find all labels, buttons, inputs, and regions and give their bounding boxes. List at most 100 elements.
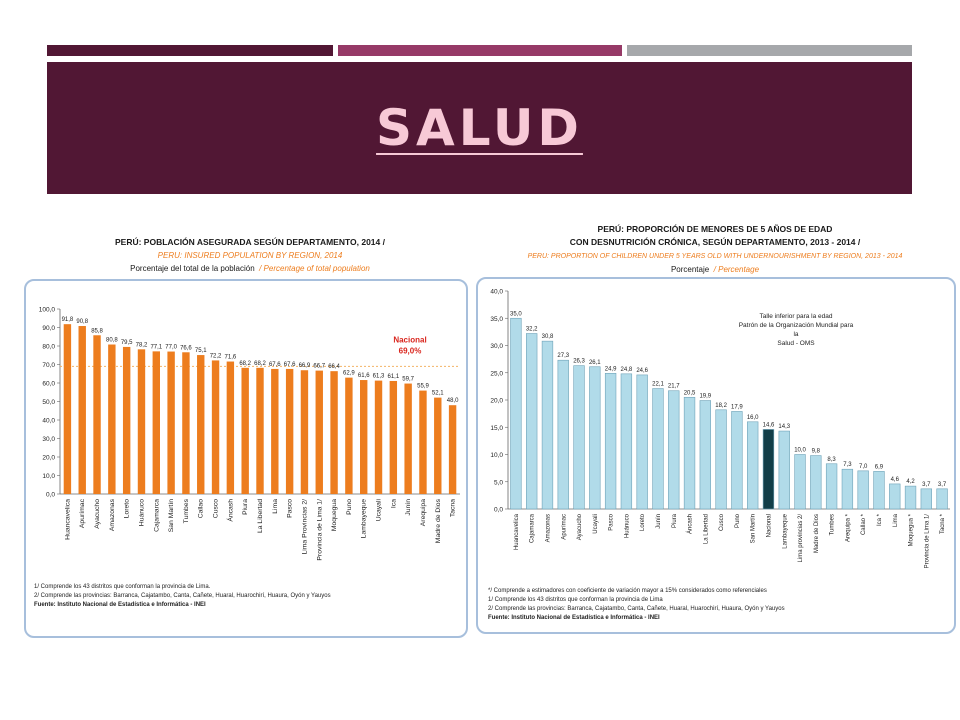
- left-chart-header: PERÚ: POBLACIÓN ASEGURADA SEGÚN DEPARTAM…: [60, 235, 440, 274]
- y-tick-label: 10,0: [490, 452, 503, 459]
- category-label-cajamarca: Cajamarca: [153, 499, 160, 532]
- data-label-callao: 75,1: [195, 348, 207, 354]
- y-tick-label: 5,0: [494, 479, 503, 486]
- category-label-la-libertad: La Libertad: [257, 499, 264, 533]
- data-label-puno: 17,9: [731, 404, 743, 410]
- category-label-arequipa: Arequipa *: [845, 513, 851, 542]
- data-label-pasco: 67,6: [284, 362, 296, 368]
- y-tick-label: 25,0: [490, 370, 503, 377]
- bar-cajamarca: [526, 333, 538, 510]
- data-label-nacional: 14,6: [763, 422, 775, 428]
- left-chart-title-en: PERU: INSURED POPULATION BY REGION, 2014: [157, 251, 343, 260]
- category-label-junin: Junín: [405, 499, 412, 516]
- y-tick-label: 60,0: [42, 381, 55, 388]
- data-label-cajamarca: 32,2: [526, 327, 538, 333]
- data-label-apurimac: 90,8: [76, 319, 88, 325]
- data-label-san-martin: 77,0: [165, 345, 177, 351]
- category-label-amazonas: Amazonas: [109, 498, 116, 531]
- right-chart-subtitle: Porcentaje: [670, 265, 710, 274]
- data-label-huanuco: 24,8: [621, 367, 633, 373]
- bar-lambayeque: [360, 380, 368, 494]
- bar-ancash: [683, 396, 696, 510]
- bar-huanuco: [620, 373, 633, 510]
- category-label-tacna: Tacna *: [940, 513, 946, 534]
- category-label-ica: Ica *: [877, 513, 883, 526]
- data-label-madre-de-dios: 9,8: [812, 449, 821, 455]
- bar-amazonas: [108, 344, 116, 494]
- bar-piura: [241, 367, 249, 494]
- data-label-tumbes: 8,3: [827, 457, 836, 463]
- bar-huancavelica: [510, 317, 522, 510]
- category-label-huancavelica: Huancavelica: [64, 499, 71, 540]
- right-note-2: 2/ Comprende las provincias: Barranca, C…: [488, 606, 785, 612]
- category-label-lima: Lima: [893, 513, 899, 527]
- y-tick-label: 10,0: [42, 473, 55, 480]
- bar-arequipa: [419, 390, 427, 494]
- slide-title[interactable]: SALUD: [376, 99, 583, 157]
- category-label-pasco: Pasco: [287, 499, 294, 518]
- y-tick-label: 20,0: [42, 455, 55, 462]
- y-tick-label: 90,0: [42, 325, 55, 332]
- right-chart-subtitle-en: / Percentage: [713, 265, 760, 274]
- bar-ayacucho: [93, 335, 101, 494]
- left-chart-subtitle-en: / Percentage of total population: [259, 264, 370, 273]
- data-label-cajamarca: 77,1: [150, 344, 162, 350]
- category-label-cajamarca: Cajamarca: [530, 513, 536, 543]
- y-tick-label: 40,0: [42, 418, 55, 425]
- data-label-piura: 21,7: [668, 384, 680, 390]
- data-label-junin: 59,7: [402, 377, 414, 383]
- y-tick-label: 70,0: [42, 362, 55, 369]
- data-label-san-martin: 16,0: [747, 415, 759, 421]
- data-label-arequipa: 55,9: [417, 384, 429, 390]
- category-label-huanuco: Huánuco: [624, 513, 630, 538]
- bar-madre-de-dios: [434, 397, 442, 494]
- bar-lima-provincias-2: [300, 370, 309, 494]
- bar-ica: [389, 380, 398, 494]
- top-stripe-grey: [627, 45, 912, 56]
- top-stripe-magenta: [338, 45, 622, 56]
- data-label-la-libertad: 19,9: [699, 394, 711, 400]
- category-label-apurimac: Apurímac: [561, 514, 567, 540]
- data-label-moquegua: 4,2: [906, 479, 915, 485]
- category-label-arequipa: Arequipa: [420, 499, 427, 526]
- bar-junin: [652, 388, 664, 510]
- right-note-0: */ Comprende a estimadores con coeficien…: [488, 588, 767, 594]
- right-chart-title-2: CON DESNUTRICIÓN CRÓNICA, SEGÚN DEPARTAM…: [569, 237, 861, 247]
- bar-la-libertad: [699, 400, 711, 510]
- bar-ica: [873, 471, 885, 510]
- left-chart-notes: 1/ Comprende los 43 distritos que confor…: [34, 583, 464, 610]
- bar-la-libertad: [256, 367, 264, 494]
- data-label-madre-de-dios: 52,1: [432, 391, 444, 397]
- left-chart-frame: 0,0 10,0 20,0 30,0 40,0 50,0 60,0 70,0 80,0 90,0 1…: [24, 279, 468, 638]
- bar-pasco: [285, 368, 294, 494]
- category-label-piura: Piura: [672, 513, 678, 528]
- category-label-la-libertad: La Libertad: [703, 514, 709, 544]
- category-label-cusco: Cusco: [213, 499, 220, 518]
- bar-pasco: [604, 372, 617, 510]
- bar-provincia-de-lima-1: [920, 488, 932, 510]
- y-tick-label: 15,0: [490, 425, 503, 432]
- data-label-tumbes: 76,6: [180, 345, 192, 351]
- data-label-ancash: 20,5: [684, 390, 696, 396]
- category-label-madre-de-dios: Madre de Dios: [814, 514, 820, 553]
- category-label-ancash: Áncash: [687, 514, 694, 534]
- category-label-nacional: Nacional: [766, 514, 772, 537]
- category-label-tumbes: Tumbes: [830, 514, 836, 535]
- category-label-tumbes: Tumbes: [183, 498, 190, 523]
- bar-nacional: [762, 429, 775, 510]
- national-reference-name: Nacional: [393, 335, 426, 344]
- data-label-lambayeque: 14,3: [778, 424, 790, 430]
- category-label-callao: Callao: [198, 499, 205, 518]
- left-note-source: Fuente: Instituto Nacional de Estadístic…: [34, 602, 206, 608]
- category-label-amazonas: Amazonas: [545, 514, 551, 542]
- category-label-provincia-de-lima-1: Provincia de Lima 1/: [924, 514, 930, 569]
- right-note-source: Fuente: Instituto Nacional de Estadístic…: [488, 615, 660, 621]
- bar-amazonas: [541, 340, 554, 510]
- data-label-amazonas: 80,8: [106, 338, 118, 344]
- national-reference-value: 69,0%: [399, 346, 422, 355]
- bar-san-martin: [167, 351, 175, 494]
- bar-lima: [271, 368, 279, 494]
- y-tick-label: 0,0: [494, 507, 503, 514]
- data-label-huanuco: 78,2: [136, 342, 148, 348]
- category-label-lima-provincias-2: Lima provincias 2/: [798, 514, 804, 563]
